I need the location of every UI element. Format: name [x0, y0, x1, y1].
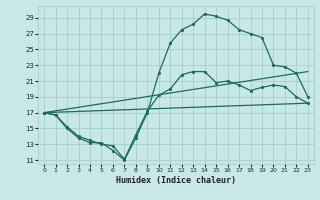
X-axis label: Humidex (Indice chaleur): Humidex (Indice chaleur) — [116, 176, 236, 185]
